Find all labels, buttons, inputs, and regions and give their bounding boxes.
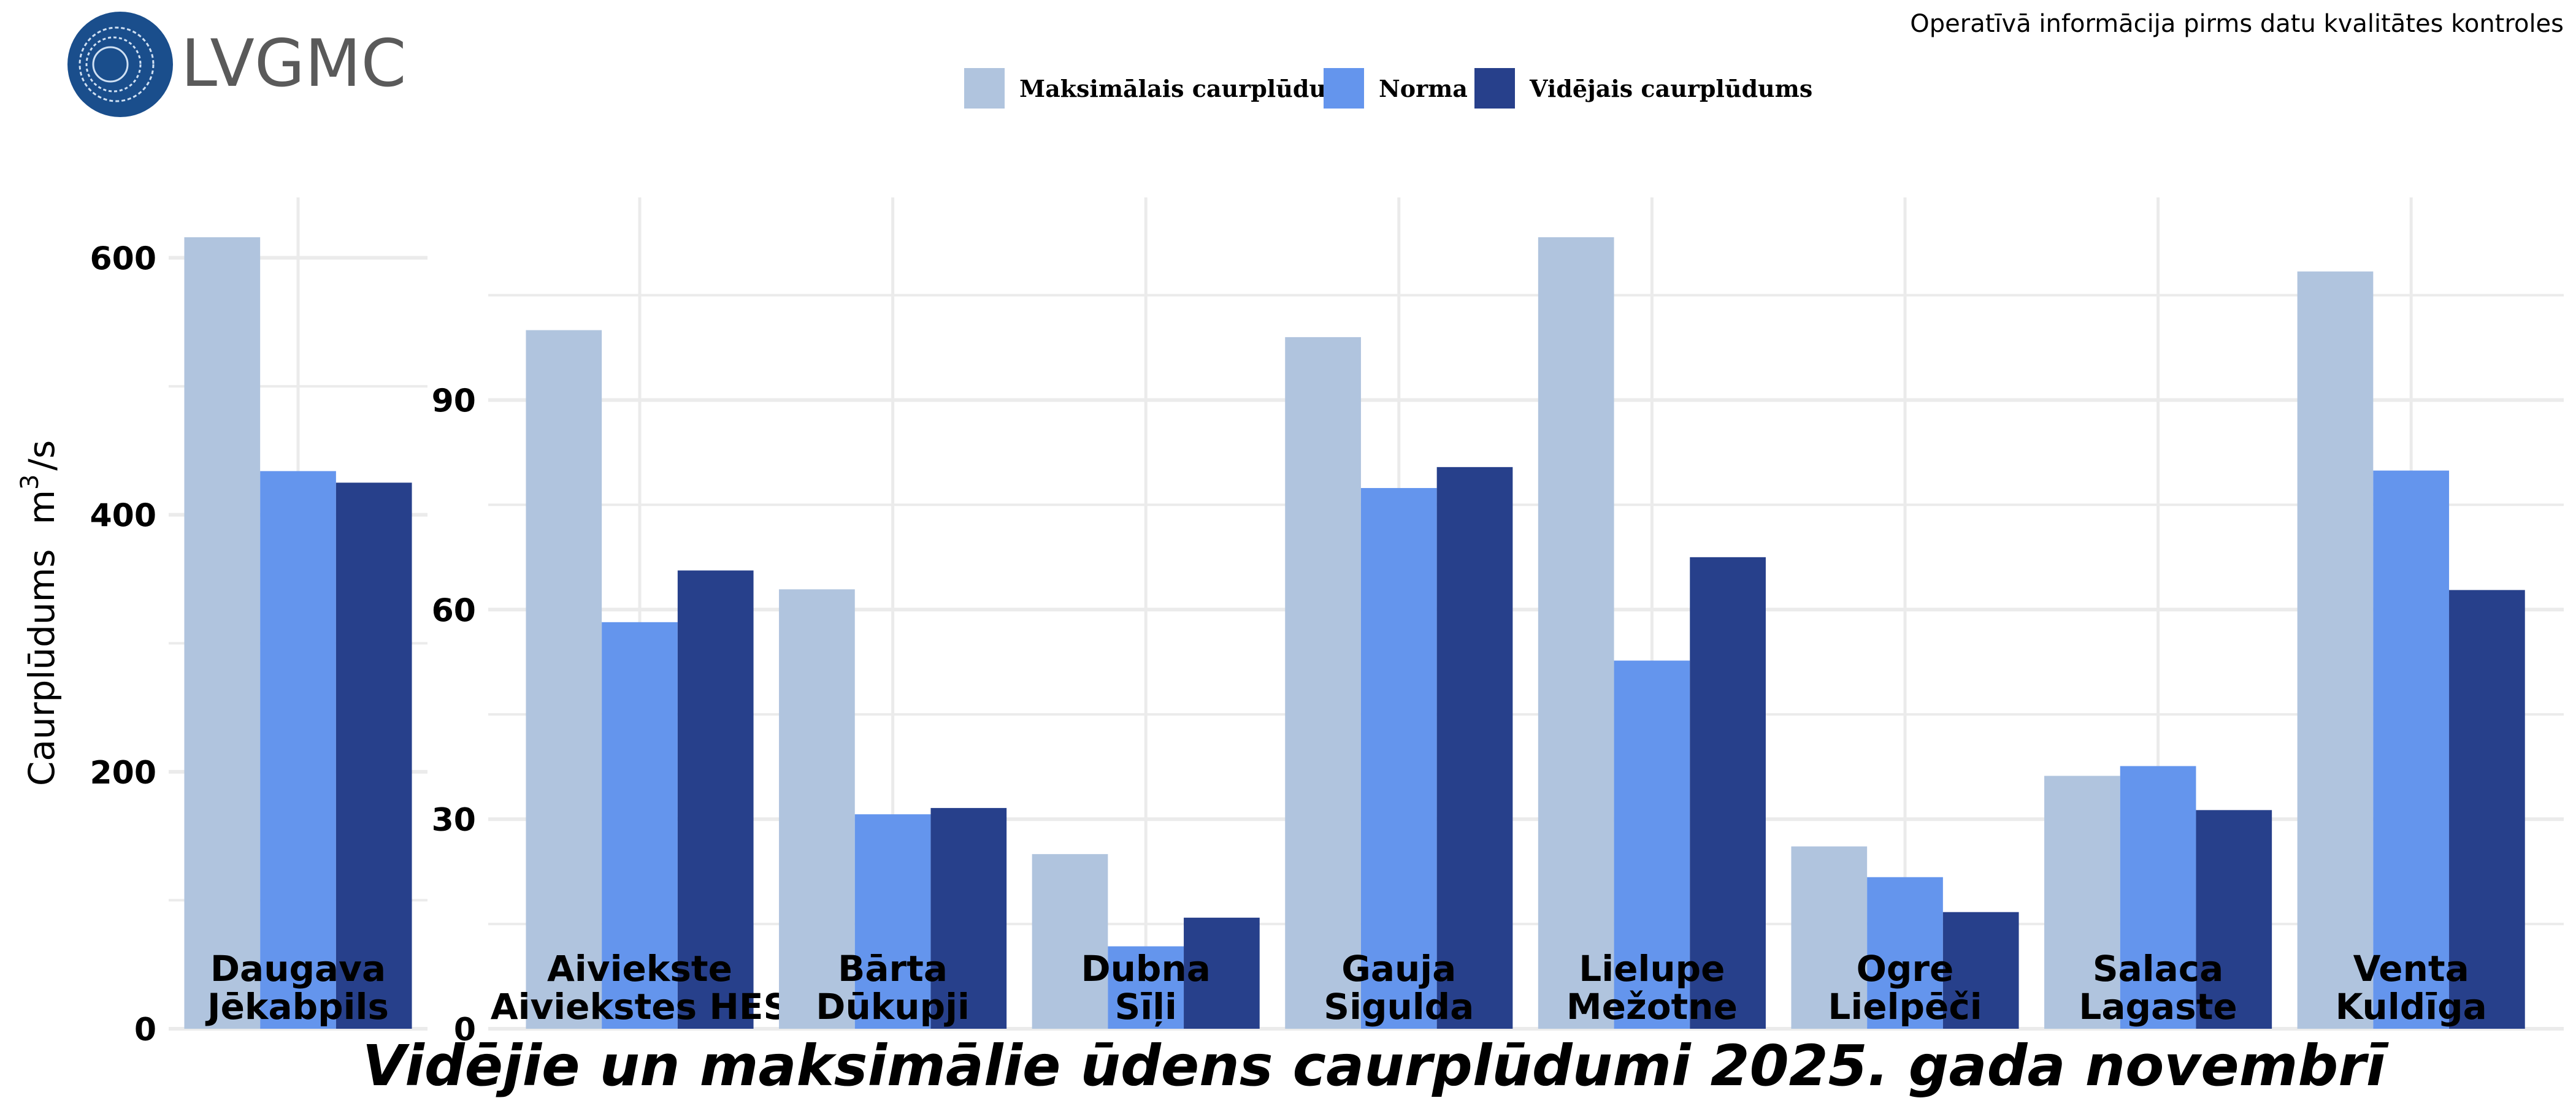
bar [1942,912,2019,1029]
bar [1184,917,1260,1029]
y-axis-label: Caurplūdumsm3/s [16,440,63,786]
bar [2196,810,2272,1029]
y-tick-label: 400 [90,498,156,535]
bar [602,622,678,1029]
legend-label: Vidējais caurplūdums [1529,75,1812,102]
bar [1108,946,1184,1029]
legend-label: Norma [1379,75,1468,102]
bar [2120,766,2196,1029]
bar [1538,237,1614,1029]
bar [1032,854,1108,1029]
bar [930,807,1007,1029]
bar [854,814,931,1029]
logo-circle-icon [67,12,173,117]
bar [335,482,412,1029]
x-tick-label: Lielupe [1579,948,1725,990]
bar [1791,846,1868,1029]
y-tick-label: 90 [432,383,476,419]
bar [1867,877,1943,1029]
bar [2297,271,2374,1029]
y-tick-label: 30 [432,802,476,839]
bar [677,570,754,1029]
x-tick-label: Aiviekstes HES [491,986,789,1028]
y-tick-label: 600 [90,241,156,278]
legend: Maksimālais caurplūdums Norma Vidējais cau… [964,68,1812,109]
x-tick-label: Kuldīga [2336,986,2487,1028]
x-tick-label: Jēkabpils [205,986,389,1028]
logo-text: LVGMC [181,26,407,101]
bar [1614,660,1690,1029]
x-tick-label: Mežotne [1566,986,1738,1028]
bar [1690,557,1766,1029]
x-tick-label: Venta [2353,948,2469,990]
x-tick-label: Salaca [2093,948,2223,990]
x-tick-label: Ogre [1857,948,1954,990]
bar [1285,337,1361,1029]
bar [260,471,336,1029]
bar [1436,467,1513,1029]
chart-title: Vidējie un maksimālie ūdens caurplūdumi … [362,1033,2390,1099]
x-tick-label: Lagaste [2079,986,2237,1028]
y-tick-label: 0 [454,1012,476,1048]
x-tick-label: Aiviekste [547,948,732,990]
x-tick-label: Sigulda [1324,986,1474,1028]
bar [2044,776,2120,1029]
bar [779,589,855,1029]
x-tick-label: Daugava [210,948,386,990]
bar [2449,590,2525,1029]
x-tick-label: Bārta [838,948,948,990]
legend-swatch [1324,68,1364,109]
data-quality-note: Operatīvā informācija pirms datu kvalitā… [1910,10,2564,38]
bar [184,237,261,1029]
legend-label: Maksimālais caurplūdums [1019,75,1364,102]
legend-swatch [964,68,1005,109]
x-tick-label: Dubna [1081,948,1211,990]
x-tick-label: Dūkupji [816,986,970,1028]
legend-swatch [1474,68,1515,109]
x-tick-label: Gauja [1341,948,1456,990]
y-tick-label: 0 [134,1012,156,1048]
bar [2373,470,2450,1029]
bar [1360,488,1437,1029]
y-tick-label: 60 [432,592,476,629]
bar [526,330,602,1029]
x-tick-label: Sīļi [1114,986,1176,1028]
lvgmc-logo: LVGMC [67,12,407,117]
x-tick-label: Lielpēči [1828,986,1982,1028]
y-tick-label: 200 [90,755,156,791]
